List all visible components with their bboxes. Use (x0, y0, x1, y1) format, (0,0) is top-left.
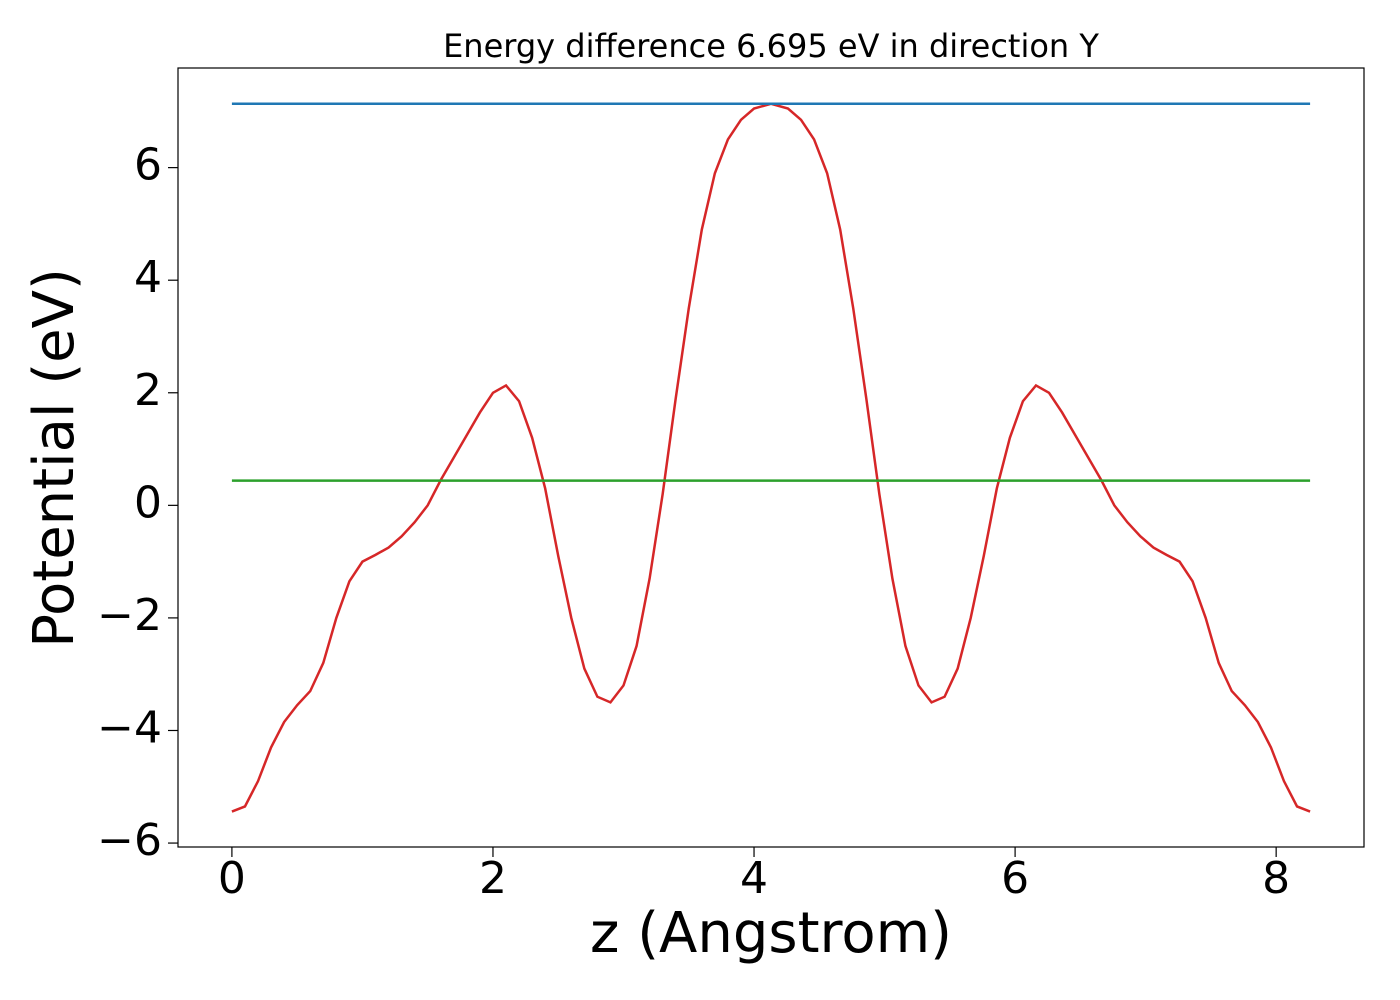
x-tick-label: 4 (740, 853, 768, 904)
chart-title: Energy difference 6.695 eV in direction … (443, 27, 1099, 65)
y-tick-label: 6 (134, 140, 162, 191)
y-tick-label: −4 (97, 702, 162, 753)
y-tick-label: 4 (134, 252, 162, 303)
x-tick-label: 8 (1262, 853, 1290, 904)
y-tick-label: 0 (134, 477, 162, 528)
y-axis-label: Potential (eV) (22, 268, 87, 648)
plot-frame (177, 67, 1365, 848)
x-tick-label: 0 (218, 853, 246, 904)
x-tick-label: 6 (1001, 853, 1029, 904)
y-tick-label: −2 (97, 590, 162, 641)
x-tick-label: 2 (479, 853, 507, 904)
data-line (231, 102, 1311, 813)
y-tick-label: 2 (134, 365, 162, 416)
x-axis-label: z (Angstrom) (590, 901, 952, 966)
y-tick-label: −6 (97, 815, 162, 866)
